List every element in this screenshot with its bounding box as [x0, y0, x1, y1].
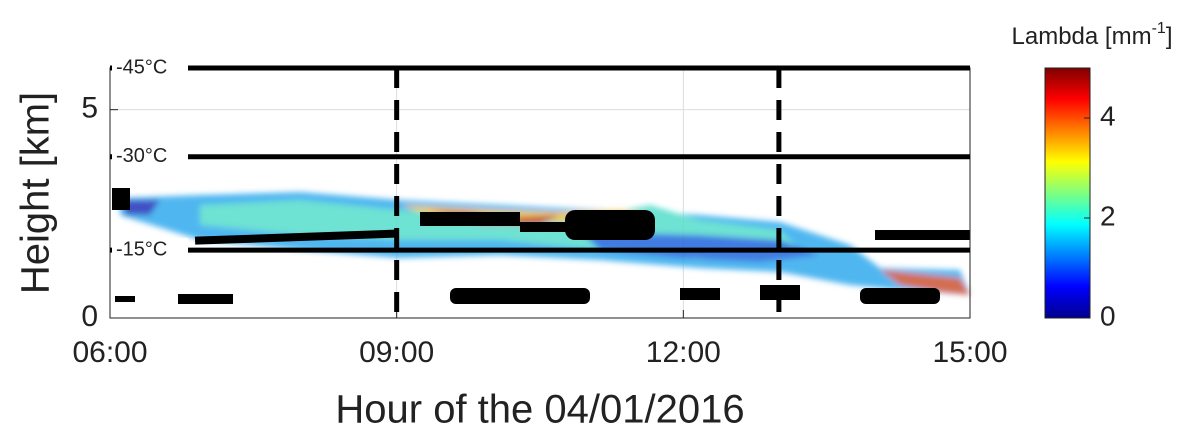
isotherm-label: -45°C — [116, 56, 167, 78]
colorbar-label-sup: -1 — [1152, 20, 1166, 37]
colorbar-label-end: ] — [1166, 23, 1173, 50]
echo-dots — [112, 188, 970, 304]
colorbar-label: Lambda [mm-1] — [1012, 20, 1173, 50]
y-axis-label: Height [km] — [14, 92, 58, 294]
colorbar-label-text: Lambda [mm — [1012, 23, 1152, 50]
isotherm-label: -15°C — [116, 238, 167, 260]
y-tick-label: 0 — [81, 300, 98, 333]
y-tick-label: 5 — [81, 92, 98, 125]
x-axis-label: Hour of the 04/01/2016 — [335, 388, 744, 432]
colorbar-tick-label: 4 — [1100, 100, 1116, 131]
colorbar — [1044, 67, 1091, 319]
x-tick-label: 12:00 — [646, 336, 721, 369]
x-tick-label: 06:00 — [72, 336, 147, 369]
colorbar-tick-label: 0 — [1100, 300, 1116, 331]
x-tick-label: 09:00 — [359, 336, 434, 369]
x-tick-label: 15:00 — [932, 336, 1007, 369]
colorbar-tick-label: 2 — [1100, 200, 1116, 231]
isotherm-label-bg — [112, 238, 188, 263]
isotherm-label: -30°C — [116, 145, 167, 167]
isotherm-label-bg — [112, 56, 188, 80]
isotherm-label-bg — [112, 144, 188, 169]
